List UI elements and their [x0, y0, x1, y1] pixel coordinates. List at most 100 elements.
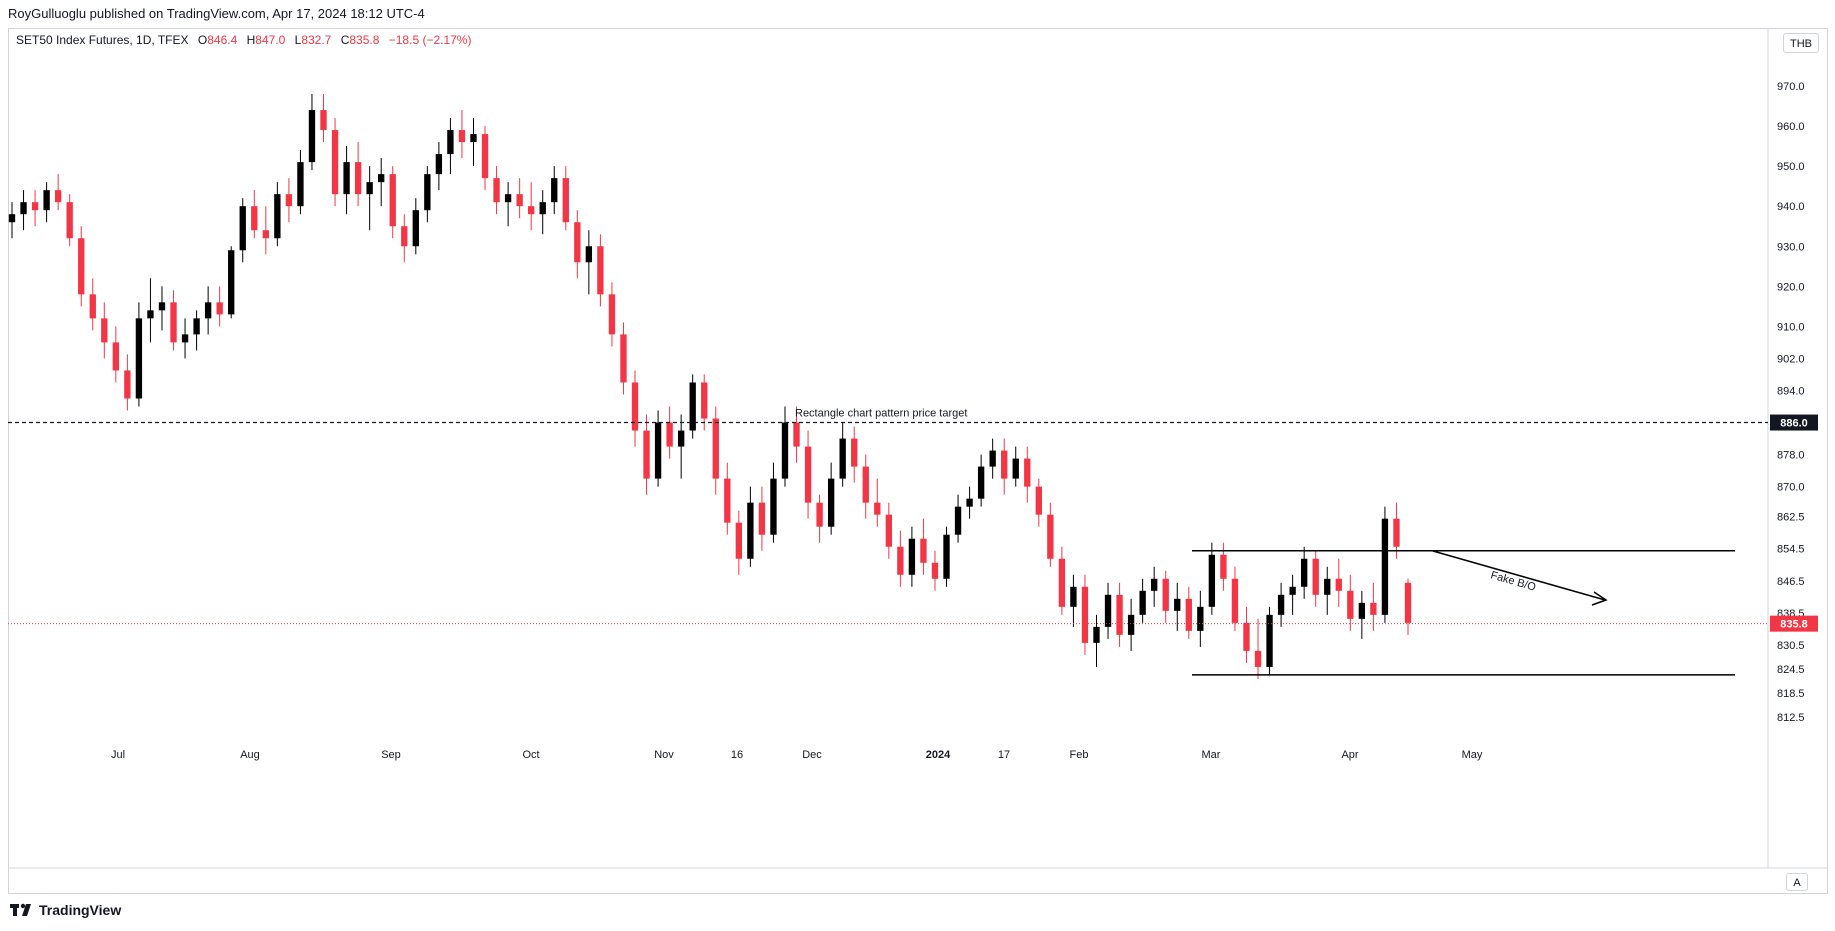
candles [8, 94, 1412, 679]
target-price-tag [1770, 414, 1818, 431]
price-tick-label: 940.0 [1777, 201, 1805, 213]
candle [1035, 478, 1042, 527]
time-tick-label: 16 [731, 749, 743, 761]
candle [689, 374, 696, 439]
candle [851, 426, 858, 483]
candle [827, 462, 835, 535]
candle [1300, 546, 1308, 599]
time-tick-label: 17 [998, 749, 1010, 761]
candle [378, 158, 385, 207]
fake-breakout-annotation: Fake B/O [1489, 569, 1537, 593]
auto-scale-button[interactable]: A [1786, 873, 1808, 891]
candle [966, 486, 973, 519]
candle [447, 118, 454, 175]
candle [954, 494, 962, 543]
candle [78, 226, 85, 307]
candle [620, 322, 627, 395]
candle [320, 94, 327, 143]
candle [274, 182, 281, 247]
candle [147, 278, 154, 343]
candle [1358, 590, 1366, 639]
price-tick-label: 920.0 [1777, 281, 1805, 293]
candle [204, 286, 212, 335]
close-label: C [340, 33, 350, 47]
candle [1093, 614, 1100, 667]
candle [66, 194, 73, 247]
candle [920, 518, 927, 575]
time-tick-label: Feb [1070, 749, 1089, 761]
candle [251, 190, 258, 239]
candle [1393, 502, 1400, 559]
price-tick-label: 812.5 [1777, 712, 1805, 724]
candle [1047, 502, 1054, 567]
candle [574, 210, 581, 279]
candle [562, 166, 569, 231]
price-tick-label: 930.0 [1777, 241, 1805, 253]
candle [1277, 582, 1285, 627]
candle [331, 118, 339, 207]
candle [228, 246, 235, 319]
price-tick-label: 818.5 [1777, 688, 1805, 700]
candle [412, 198, 419, 255]
candle [216, 286, 223, 327]
candle [308, 94, 316, 171]
candle [608, 282, 616, 347]
candle [862, 454, 869, 519]
candle [1370, 582, 1377, 631]
change-value: −18.5 (−2.17%) [388, 33, 472, 47]
target-price-annotation: Rectangle chart pattern price target [795, 408, 967, 420]
candle [389, 166, 396, 239]
candle [943, 526, 950, 587]
candle [989, 438, 996, 479]
fake-breakout-arrow[interactable] [1432, 550, 1606, 601]
currency-button[interactable]: THB [1783, 33, 1819, 53]
candle [747, 486, 754, 567]
candle [631, 370, 639, 447]
candle [470, 118, 477, 167]
price-tick-label: 902.0 [1777, 353, 1805, 365]
time-tick-label: Aug [240, 749, 260, 761]
chart-frame[interactable] [8, 28, 1828, 894]
price-tick-label: 846.5 [1777, 576, 1805, 588]
candle [1081, 574, 1089, 655]
high-value: 847.0 [255, 33, 286, 47]
candle [931, 550, 939, 591]
candle [193, 310, 200, 351]
candle [54, 174, 62, 211]
candle [1312, 550, 1319, 607]
tradingview-logo-text: TradingView [39, 902, 122, 918]
candle [770, 462, 777, 543]
candle [158, 286, 166, 331]
publisher-caption: RoyGulluoglu published on TradingView.co… [8, 6, 425, 21]
candle [874, 478, 881, 527]
candle [354, 142, 362, 207]
tradingview-logo[interactable]: TradingView [10, 902, 121, 918]
candle [1162, 570, 1169, 623]
price-tick-label: 894.0 [1777, 385, 1805, 397]
symbol-name[interactable]: SET50 Index Futures, 1D, TFEX [16, 33, 189, 47]
candle [1070, 574, 1077, 627]
candle [504, 182, 512, 227]
time-tick-label: Mar [1202, 749, 1221, 761]
candle [1116, 582, 1123, 647]
candle [551, 166, 558, 215]
candle [124, 354, 131, 411]
candle [1347, 574, 1354, 631]
time-tick-label: Sep [381, 749, 401, 761]
time-tick-label: Apr [1341, 749, 1358, 761]
candle [1012, 446, 1019, 487]
candle [239, 198, 246, 263]
time-tick-label: Nov [654, 749, 674, 761]
close-value: 835.8 [349, 33, 380, 47]
candle [701, 374, 708, 431]
candle [297, 150, 304, 215]
candle [585, 230, 593, 295]
price-axis: 970.0 960.0 950.0 940.0 930.0 920.0 910.0 902.0… [1777, 81, 1805, 724]
candle [1335, 558, 1342, 607]
candle [758, 486, 766, 551]
candle [724, 462, 731, 535]
candle [781, 406, 789, 487]
time-tick-label: May [1462, 749, 1483, 761]
candle [8, 202, 16, 239]
